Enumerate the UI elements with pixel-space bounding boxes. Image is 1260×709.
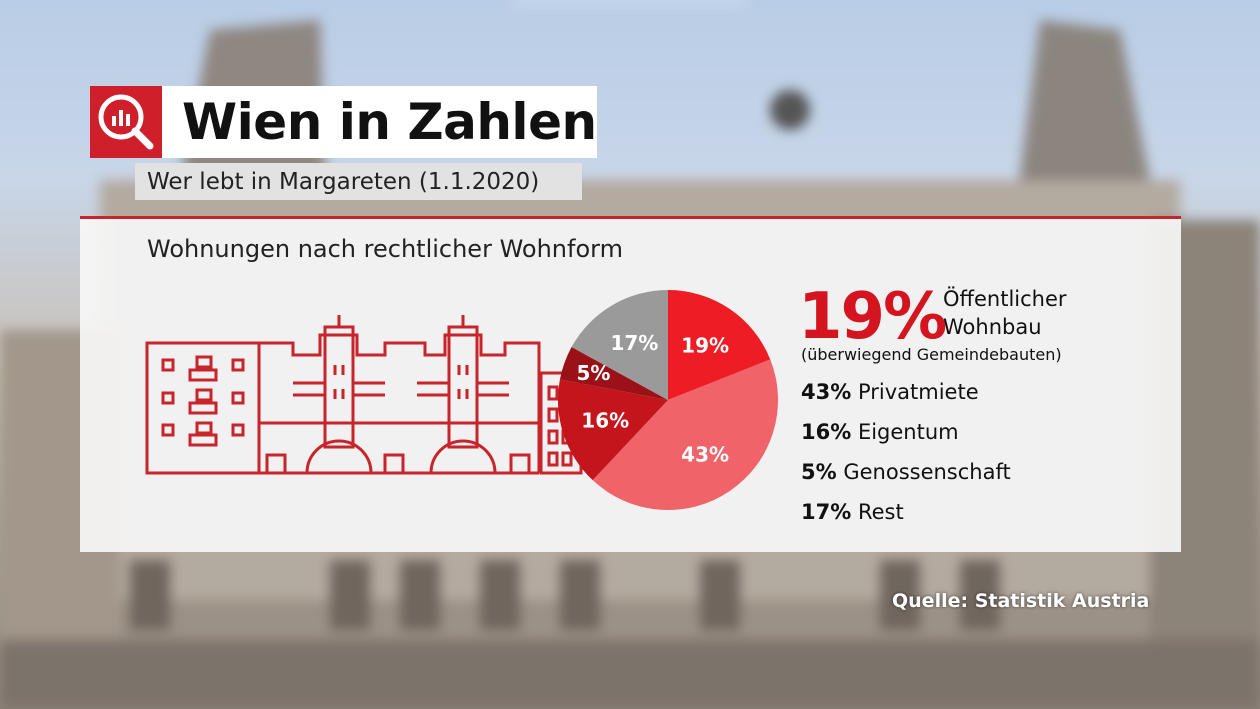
page-subtitle: Wer lebt in Margareten (1.1.2020) — [147, 168, 540, 195]
highlight-percent: 19% — [798, 280, 947, 354]
legend-item-rest: 17% Rest — [801, 498, 1011, 538]
page-title: Wien in Zahlen — [182, 93, 597, 151]
legend-label: Privatmiete — [857, 380, 979, 404]
title-banner: Wien in Zahlen — [162, 86, 597, 158]
legend: 43% Privatmiete 16% Eigentum 5% Genossen… — [801, 378, 1011, 538]
source-credit: Quelle: Statistik Austria — [892, 590, 1150, 612]
highlight-note: (überwiegend Gemeindebauten) — [801, 345, 1062, 364]
pie-slice-label-4: 17% — [610, 331, 658, 355]
highlight-label-line2: Wohnbau — [943, 315, 1042, 339]
pie-slice-label-2: 16% — [581, 408, 629, 432]
highlight-label: Öffentlicher Wohnbau — [943, 285, 1067, 341]
legend-percent: 43% — [801, 380, 852, 404]
pie-slice-2 — [558, 379, 668, 481]
pie-slice-3 — [559, 347, 668, 400]
highlight-label-line1: Öffentlicher — [943, 287, 1067, 311]
legend-label: Rest — [857, 500, 904, 524]
legend-item-privatmiete: 43% Privatmiete — [801, 378, 1011, 418]
municipal-housing-building-icon — [145, 315, 583, 475]
logo-badge — [90, 86, 162, 158]
subtitle-banner: Wer lebt in Margareten (1.1.2020) — [135, 163, 582, 200]
pie-slice-label-1: 43% — [681, 443, 729, 467]
pie-slice-1 — [592, 359, 778, 510]
legend-item-eigentum: 16% Eigentum — [801, 418, 1011, 458]
legend-percent: 16% — [801, 420, 852, 444]
legend-label: Eigentum — [857, 420, 959, 444]
magnifier-chart-icon — [98, 94, 154, 150]
pie-slice-label-0: 19% — [681, 333, 729, 357]
pie-slice-4 — [571, 290, 668, 400]
pie-chart: 19%43%16%5%17% — [558, 290, 778, 510]
panel-heading: Wohnungen nach rechtlicher Wohnform — [147, 235, 623, 263]
pie-slice-0 — [668, 290, 771, 400]
legend-label: Genossenschaft — [843, 460, 1011, 484]
legend-percent: 5% — [801, 460, 837, 484]
legend-percent: 17% — [801, 500, 852, 524]
legend-item-genossenschaft: 5% Genossenschaft — [801, 458, 1011, 498]
